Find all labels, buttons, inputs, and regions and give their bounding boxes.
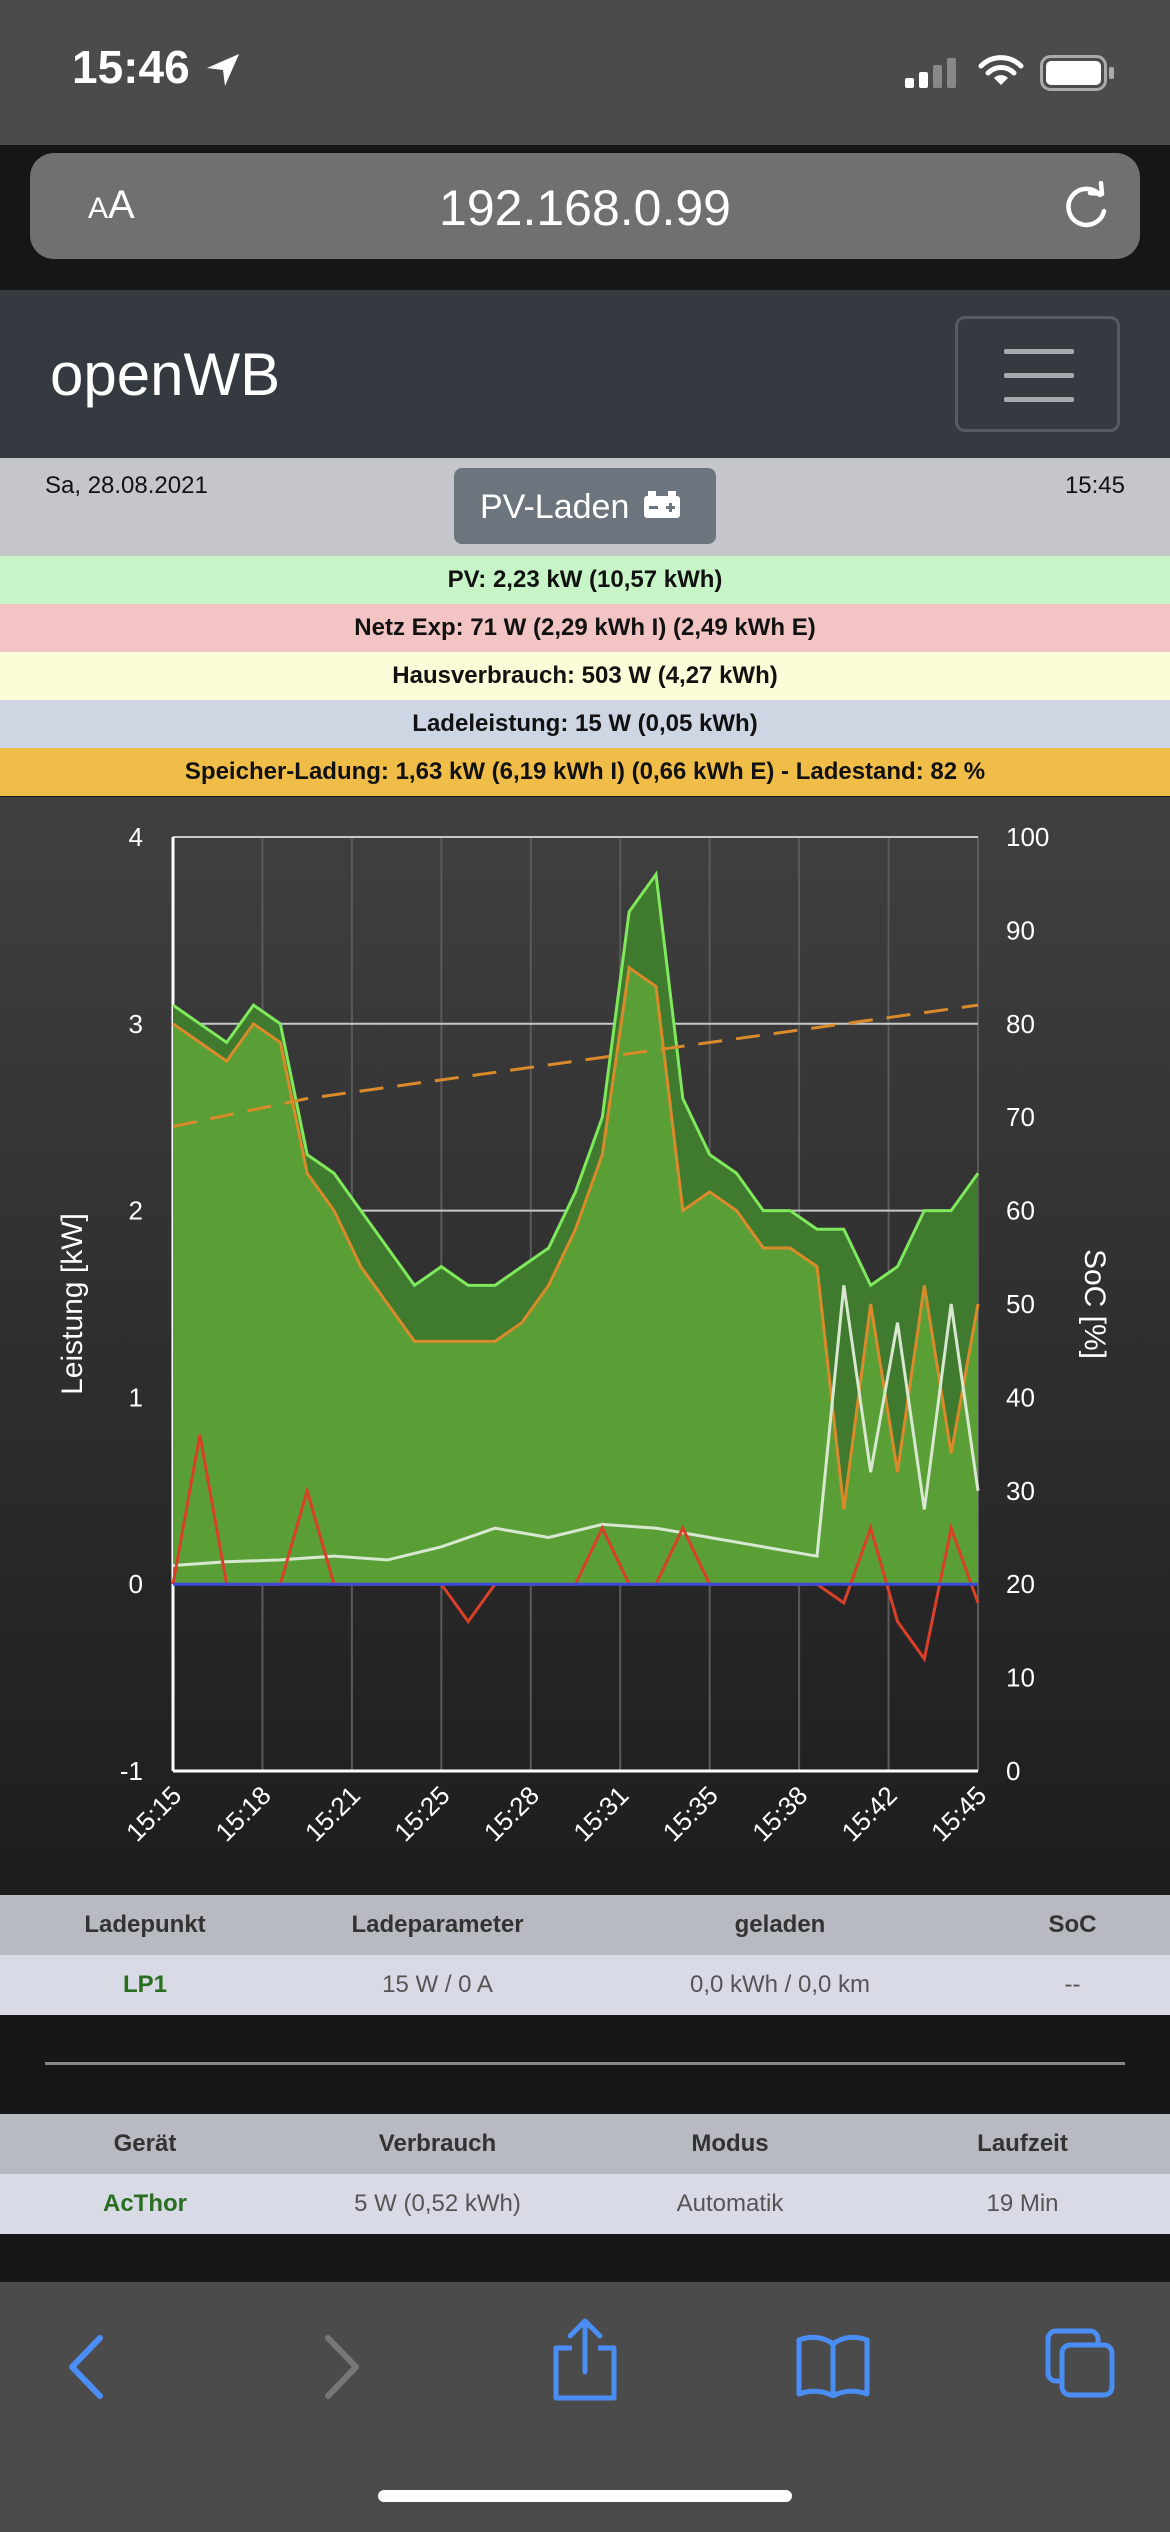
- tabs-icon[interactable]: [1044, 2327, 1116, 2399]
- y-right-tick-label: 70: [1006, 1102, 1035, 1132]
- power-chart: 4 3 2 1 0 -1 100 90 80 70 60 50 40 30 20 10 0 15:15 15:18 1…: [0, 797, 1170, 1895]
- series-line: [172, 965, 980, 1510]
- y-right-tick-label: 80: [1006, 1009, 1035, 1039]
- device-consumption: 5 W (0,52 kWh): [354, 2190, 521, 2217]
- charge-point-name[interactable]: LP1: [122, 1971, 167, 1998]
- cellular-signal-icon: [905, 58, 956, 88]
- column-header: Gerät: [113, 2130, 177, 2157]
- x-tick-label: 15:25: [388, 1780, 455, 1847]
- info-row: Sa, 28.08.2021 PV-Laden 15:45: [0, 458, 1170, 556]
- stat-pv: PV: 2,23 kW (10,57 kWh): [0, 556, 1170, 604]
- bookmarks-icon[interactable]: [795, 2332, 871, 2398]
- table-row[interactable]: LP1 15 W / 0 A 0,0 kWh / 0,0 km --: [0, 1955, 1170, 2015]
- table-header-row: Gerät Verbrauch Modus Laufzeit: [0, 2114, 1170, 2174]
- date-text: Sa, 28.08.2021: [45, 472, 208, 499]
- column-header: Ladeparameter: [351, 1911, 524, 1938]
- y-right-tick-label: 100: [1006, 822, 1049, 852]
- y-left-tick-label: 1: [129, 1382, 143, 1412]
- reader-options-button[interactable]: AA: [88, 183, 135, 227]
- address-bar[interactable]: AA 192.168.0.99: [30, 153, 1140, 259]
- x-tick-label: 15:15: [120, 1780, 187, 1847]
- y-right-tick-label: 20: [1006, 1569, 1035, 1599]
- reload-icon[interactable]: [1060, 181, 1112, 233]
- battery-icon: [1040, 55, 1114, 91]
- device-mode: Automatik: [676, 2190, 784, 2217]
- x-tick-label: 15:28: [478, 1780, 545, 1847]
- stat-charging: Ladeleistung: 15 W (0,05 kWh): [0, 700, 1170, 748]
- brand-logo-text[interactable]: openWB: [50, 341, 281, 408]
- back-icon[interactable]: [62, 2332, 112, 2402]
- column-header: SoC: [1048, 1911, 1097, 1938]
- x-tick-label: 15:21: [299, 1780, 366, 1847]
- series-area: [173, 967, 978, 1585]
- charge-mode-button[interactable]: PV-Laden: [454, 468, 716, 544]
- hamburger-icon-bar: [1004, 397, 1074, 402]
- y-left-tick-label: 3: [129, 1009, 143, 1039]
- column-header: Laufzeit: [977, 2130, 1068, 2157]
- time-text: 15:45: [1064, 472, 1125, 499]
- series-line: [172, 1285, 980, 1568]
- column-header: geladen: [734, 1911, 826, 1938]
- x-tick-label: 15:38: [746, 1780, 813, 1847]
- column-header: Ladepunkt: [84, 1911, 206, 1938]
- y-left-tick-label: 0: [129, 1569, 143, 1599]
- y-left-tick-label: 2: [129, 1196, 143, 1226]
- y-right-tick-label: 0: [1006, 1756, 1020, 1786]
- hamburger-icon: [1004, 349, 1074, 354]
- charge-point-table: Ladepunkt Ladeparameter geladen SoC LP1 …: [0, 1895, 1170, 2015]
- x-tick-label: 15:31: [567, 1780, 634, 1847]
- y-right-tick-label: 30: [1006, 1476, 1035, 1506]
- charge-mode-label: PV-Laden: [480, 488, 630, 526]
- series-line: [172, 870, 980, 1288]
- charged-amount: 0,0 kWh / 0,0 km: [689, 1971, 871, 1998]
- x-tick-label: 15:45: [925, 1780, 992, 1847]
- y-right-tick-label: 10: [1006, 1663, 1035, 1693]
- y-axis-left-title: Leistung [kW]: [56, 1213, 89, 1395]
- charge-parameter: 15 W / 0 A: [382, 1971, 493, 1998]
- y-axis-right-title: SoC [%]: [1078, 1249, 1111, 1359]
- home-indicator: [378, 2490, 792, 2502]
- device-table: Gerät Verbrauch Modus Laufzeit AcThor 5 …: [0, 2114, 1170, 2234]
- device-runtime: 19 Min: [986, 2190, 1059, 2217]
- column-header: Verbrauch: [378, 2130, 497, 2157]
- y-right-tick-label: 50: [1006, 1289, 1035, 1319]
- stat-storage: Speicher-Ladung: 1,63 kW (6,19 kWh I) (0…: [0, 748, 1170, 796]
- car-battery-icon: [644, 491, 680, 518]
- y-right-tick-label: 90: [1006, 915, 1035, 945]
- hamburger-icon-bar: [1004, 373, 1074, 378]
- series-line: [172, 1003, 979, 1129]
- y-right-tick-label: 60: [1006, 1196, 1035, 1226]
- column-header: Modus: [691, 2130, 769, 2157]
- stat-grid: Netz Exp: 71 W (2,29 kWh I) (2,49 kWh E): [0, 604, 1170, 652]
- browser-toolbar: [0, 2282, 1170, 2532]
- site-navbar: openWB: [0, 290, 1170, 458]
- location-arrow-icon: [207, 54, 239, 86]
- soc-value: --: [1064, 1971, 1081, 1998]
- x-tick-label: 15:18: [209, 1780, 276, 1847]
- section-divider: [45, 2062, 1125, 2065]
- y-left-tick-label: 4: [129, 822, 143, 852]
- share-icon[interactable]: [550, 2318, 620, 2402]
- table-header-row: Ladepunkt Ladeparameter geladen SoC: [0, 1895, 1170, 1955]
- x-tick-label: 15:35: [657, 1780, 724, 1847]
- stat-house: Hausverbrauch: 503 W (4,27 kWh): [0, 652, 1170, 700]
- table-row[interactable]: AcThor 5 W (0,52 kWh) Automatik 19 Min: [0, 2174, 1170, 2234]
- status-bar: 15:46: [0, 0, 1170, 145]
- wifi-icon: [978, 55, 1024, 85]
- device-name[interactable]: AcThor: [103, 2190, 187, 2217]
- forward-icon[interactable]: [316, 2332, 366, 2402]
- status-time: 15:46: [72, 41, 190, 93]
- y-right-tick-label: 40: [1006, 1382, 1035, 1412]
- hamburger-menu-button[interactable]: [955, 316, 1120, 432]
- x-tick-label: 15:42: [836, 1780, 903, 1847]
- y-left-tick-label: -1: [120, 1756, 143, 1786]
- url-text[interactable]: 192.168.0.99: [439, 180, 731, 236]
